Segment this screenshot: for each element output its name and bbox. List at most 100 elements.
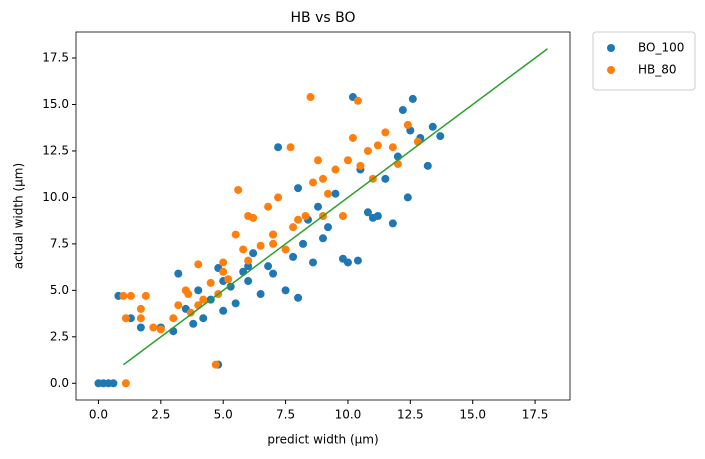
y-tick-label: 5.0 [50, 283, 69, 297]
point [136, 304, 145, 313]
point [136, 323, 145, 332]
point [194, 286, 203, 295]
point [309, 258, 318, 267]
point [294, 215, 303, 224]
point [294, 293, 303, 302]
point [186, 308, 195, 317]
point [231, 230, 240, 239]
point [264, 202, 273, 211]
y-tick-label: 17.5 [42, 51, 69, 65]
point [299, 239, 308, 248]
point [231, 299, 240, 308]
point [274, 143, 283, 152]
point [141, 291, 150, 300]
point [174, 301, 183, 310]
fit-line [122, 48, 548, 366]
y-tick-label: 10.0 [42, 190, 69, 204]
point [403, 193, 412, 202]
point [234, 185, 243, 194]
point [269, 269, 278, 278]
point [136, 314, 145, 323]
point [314, 156, 323, 165]
point [363, 146, 372, 155]
legend-label: HB_80 [638, 63, 677, 77]
point [338, 212, 347, 220]
legend-label: BO_100 [638, 41, 684, 55]
x-tick-label: 0.0 [89, 408, 108, 422]
point [121, 314, 130, 323]
point [403, 120, 412, 129]
point [331, 189, 340, 198]
point [323, 223, 332, 232]
point [381, 128, 390, 137]
point [194, 260, 203, 269]
point [149, 323, 158, 332]
point [319, 234, 327, 243]
x-tick-label: 17.5 [522, 408, 549, 422]
point [126, 291, 135, 300]
point [294, 184, 303, 193]
point [219, 306, 228, 315]
point [388, 219, 397, 228]
point [423, 161, 432, 170]
point [256, 290, 265, 299]
point [264, 262, 273, 271]
point [256, 241, 265, 250]
point [301, 212, 310, 220]
point [274, 193, 283, 202]
point [398, 106, 407, 115]
point [281, 245, 290, 254]
y-tick-label: 0.0 [50, 376, 69, 390]
point [109, 379, 118, 388]
point [169, 314, 178, 323]
point [239, 245, 248, 254]
point [381, 174, 390, 183]
y-tick-label: 12.5 [42, 143, 69, 157]
legend-box [592, 31, 696, 91]
point [199, 314, 208, 323]
point [363, 208, 372, 217]
point [331, 165, 340, 174]
point [319, 174, 327, 183]
point [343, 258, 352, 267]
y-tick-label: 7.5 [50, 236, 69, 250]
x-tick-label: 10.0 [335, 408, 362, 422]
plot-frame [75, 31, 571, 401]
point [323, 189, 332, 198]
point [353, 96, 362, 105]
y-axis-label: actual width (μm) [12, 163, 26, 269]
point [211, 360, 220, 369]
x-tick-label: 2.5 [151, 408, 170, 422]
point [343, 156, 352, 165]
point [314, 202, 323, 211]
point [156, 325, 165, 334]
point [219, 267, 228, 276]
y-tick-label: 15.0 [42, 97, 69, 111]
point [348, 133, 357, 142]
point [174, 269, 183, 278]
legend-marker [607, 66, 615, 74]
point [269, 230, 278, 239]
point [353, 256, 362, 265]
point [244, 262, 253, 271]
x-tick-label: 12.5 [397, 408, 424, 422]
point [289, 252, 298, 261]
point [373, 212, 382, 220]
point [306, 93, 315, 102]
point [249, 249, 258, 258]
point [309, 178, 318, 187]
legend-marker [607, 44, 615, 52]
point [224, 275, 233, 284]
point [356, 161, 365, 170]
point [281, 286, 290, 295]
point [244, 277, 253, 286]
point [121, 379, 130, 388]
point [184, 290, 193, 299]
x-tick-label: 7.5 [276, 408, 295, 422]
x-tick-label: 15.0 [459, 408, 486, 422]
y-tick-label: 2.5 [50, 329, 69, 343]
point [189, 319, 198, 328]
point [226, 282, 235, 291]
point [199, 295, 208, 304]
point [388, 143, 397, 152]
